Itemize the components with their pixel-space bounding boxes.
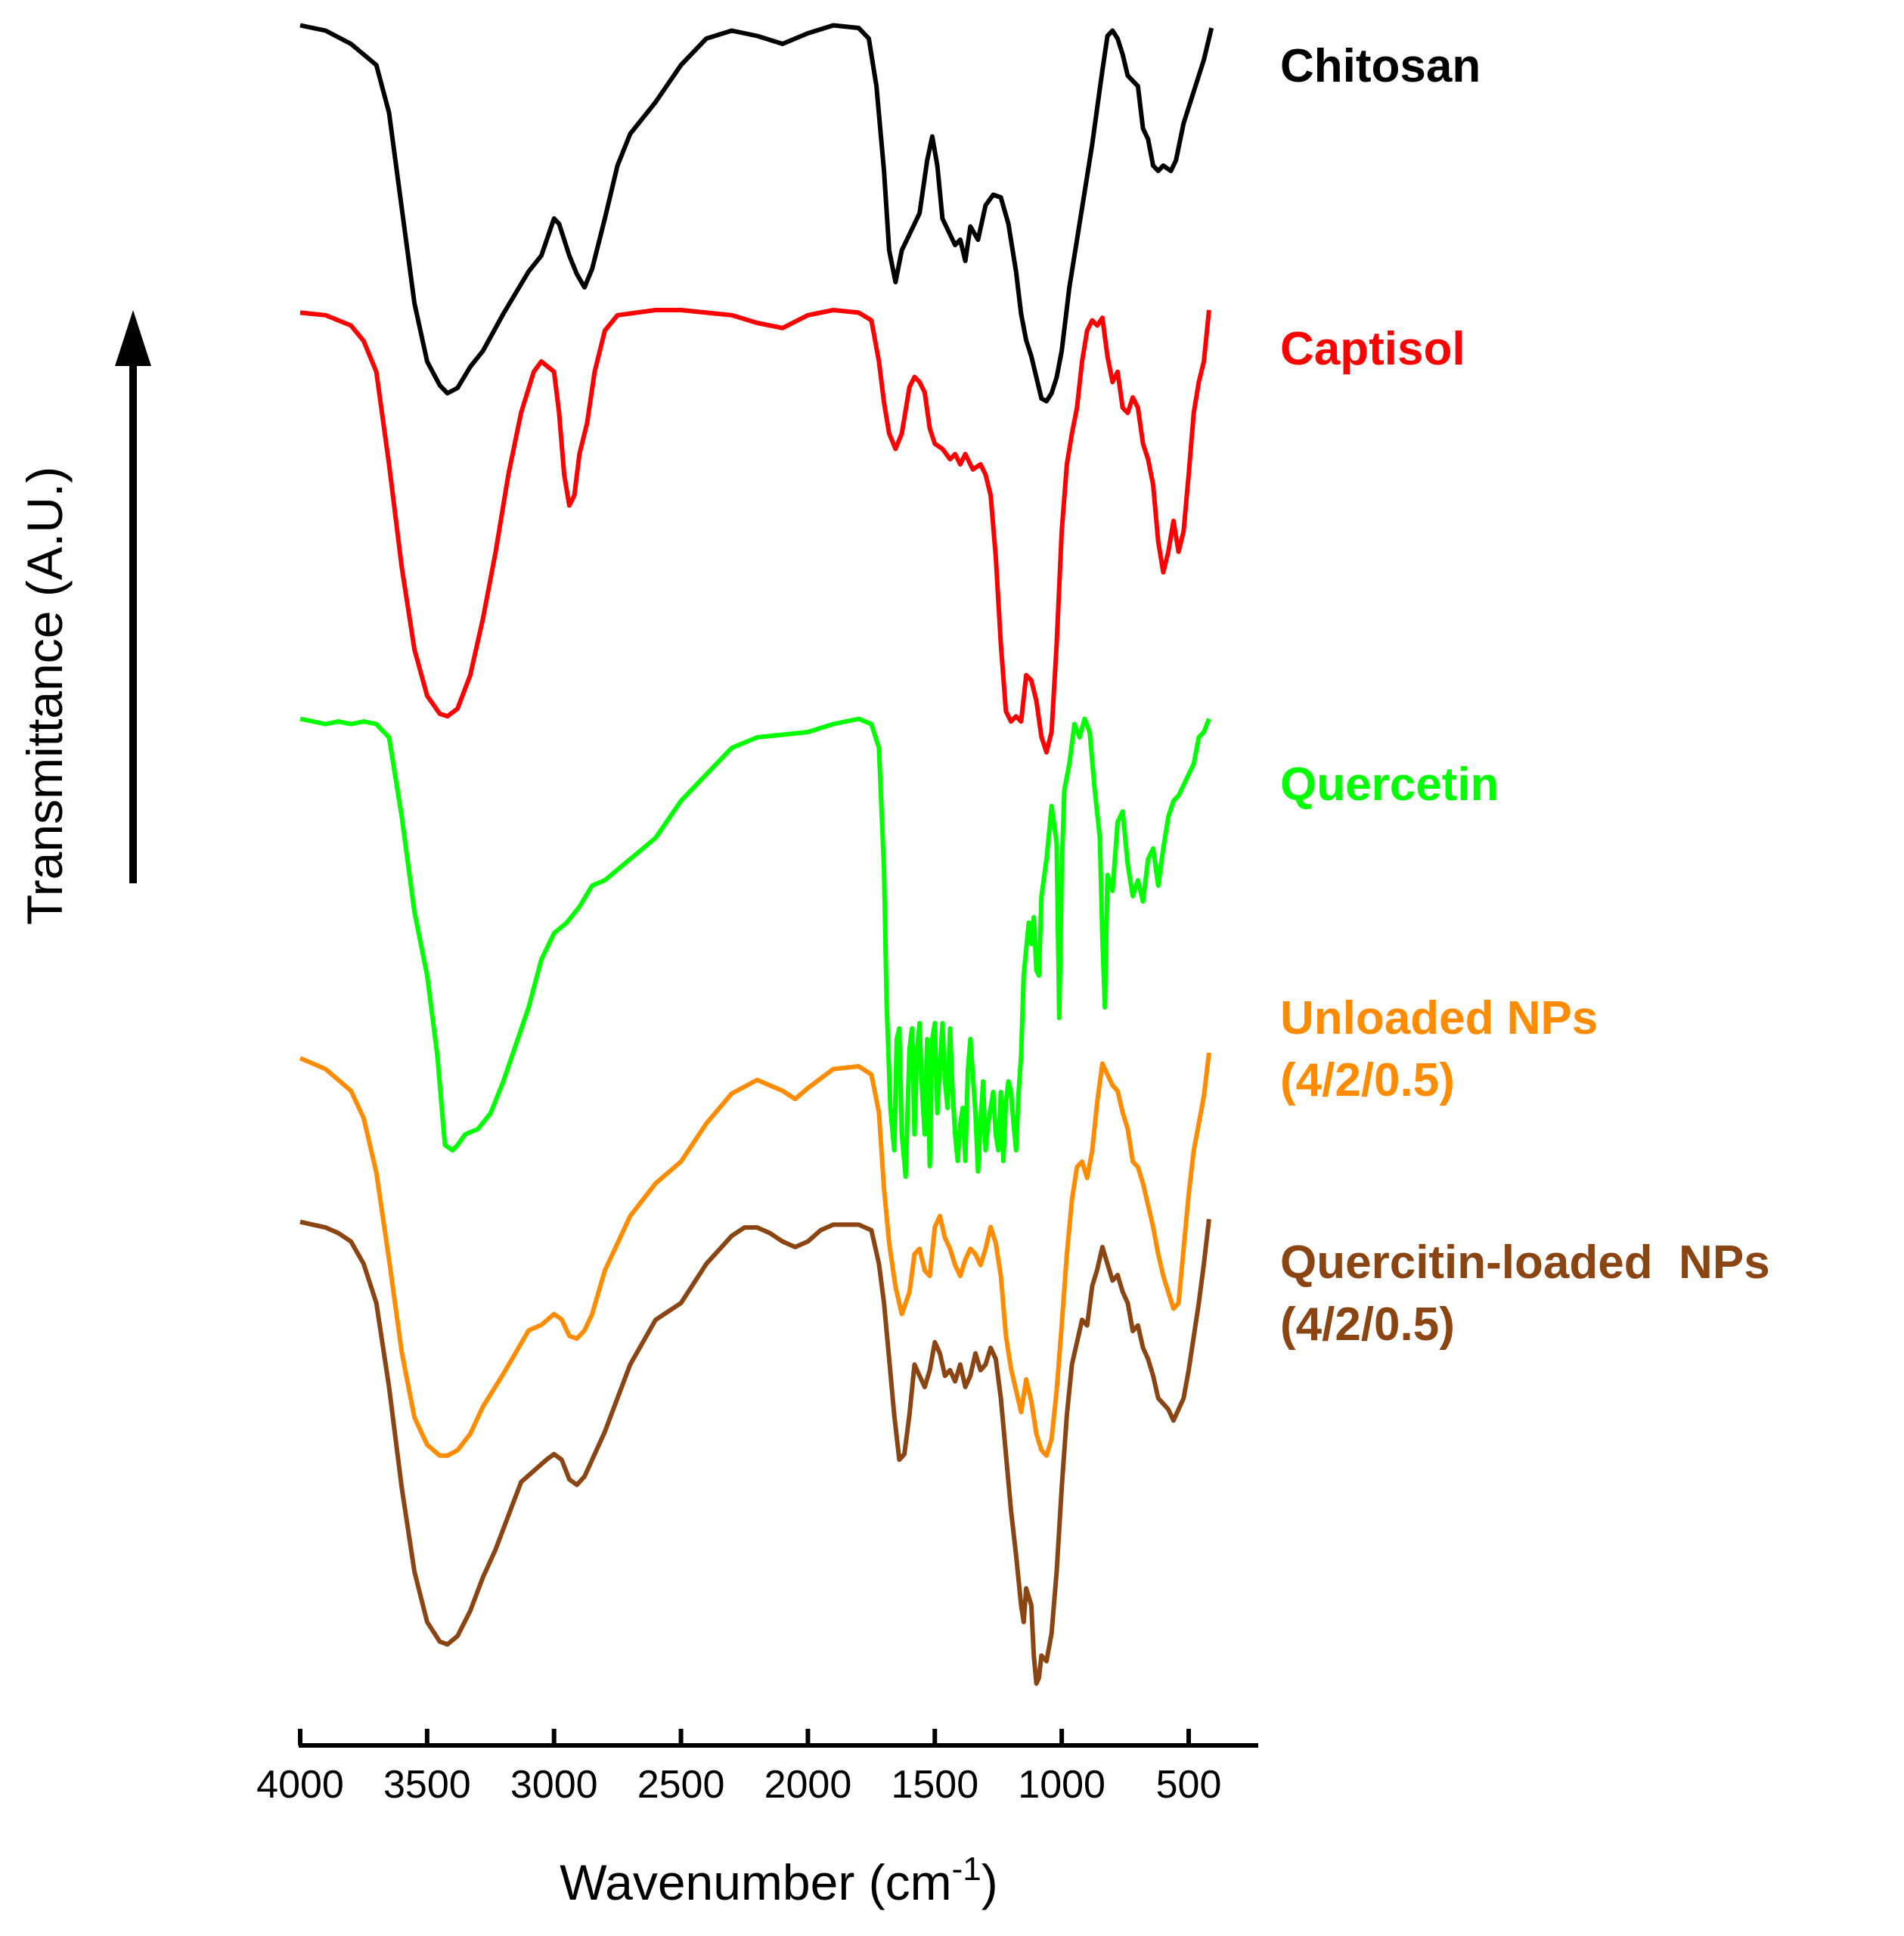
x-tick-label-2: 3000 (510, 1763, 598, 1807)
series-label-3: Unloaded NPs (4/2/0.5) (1280, 992, 1598, 1106)
series-line-4 (299, 1218, 1211, 1686)
x-tick-label-3: 2500 (637, 1763, 725, 1807)
series-line-3 (299, 1052, 1211, 1458)
legend-labels: Chitosan Captisol Quercetin Unloaded NPs (4/… (1280, 40, 1770, 1351)
x-tick-label-7: 500 (1156, 1763, 1222, 1807)
series-label-4: Quercitin-loaded NPs (4/2/0.5) (1280, 1236, 1770, 1351)
x-tick-label-0: 4000 (256, 1763, 344, 1807)
x-ticks: 4000 3500 3000 2500 2000 1500 1000 500 (256, 1729, 1221, 1807)
y-axis-title: Transmittance (A.U.) (17, 467, 73, 925)
series-line-2 (299, 716, 1211, 1179)
series-line-0 (299, 23, 1214, 404)
x-axis-title: Wavenumber (cm-1) (560, 1851, 997, 1910)
series-lines (299, 23, 1214, 1686)
x-tick-label-5: 1500 (891, 1763, 978, 1807)
series-label-2: Quercetin (1280, 759, 1499, 811)
x-tick-label-6: 1000 (1018, 1763, 1105, 1807)
x-tick-label-1: 3500 (383, 1763, 471, 1807)
series-label-1: Captisol (1280, 323, 1465, 375)
y-axis-arrowhead (115, 310, 151, 366)
series-label-0: Chitosan (1280, 40, 1481, 92)
series-line-1 (299, 308, 1211, 755)
x-tick-label-4: 2000 (764, 1763, 852, 1807)
